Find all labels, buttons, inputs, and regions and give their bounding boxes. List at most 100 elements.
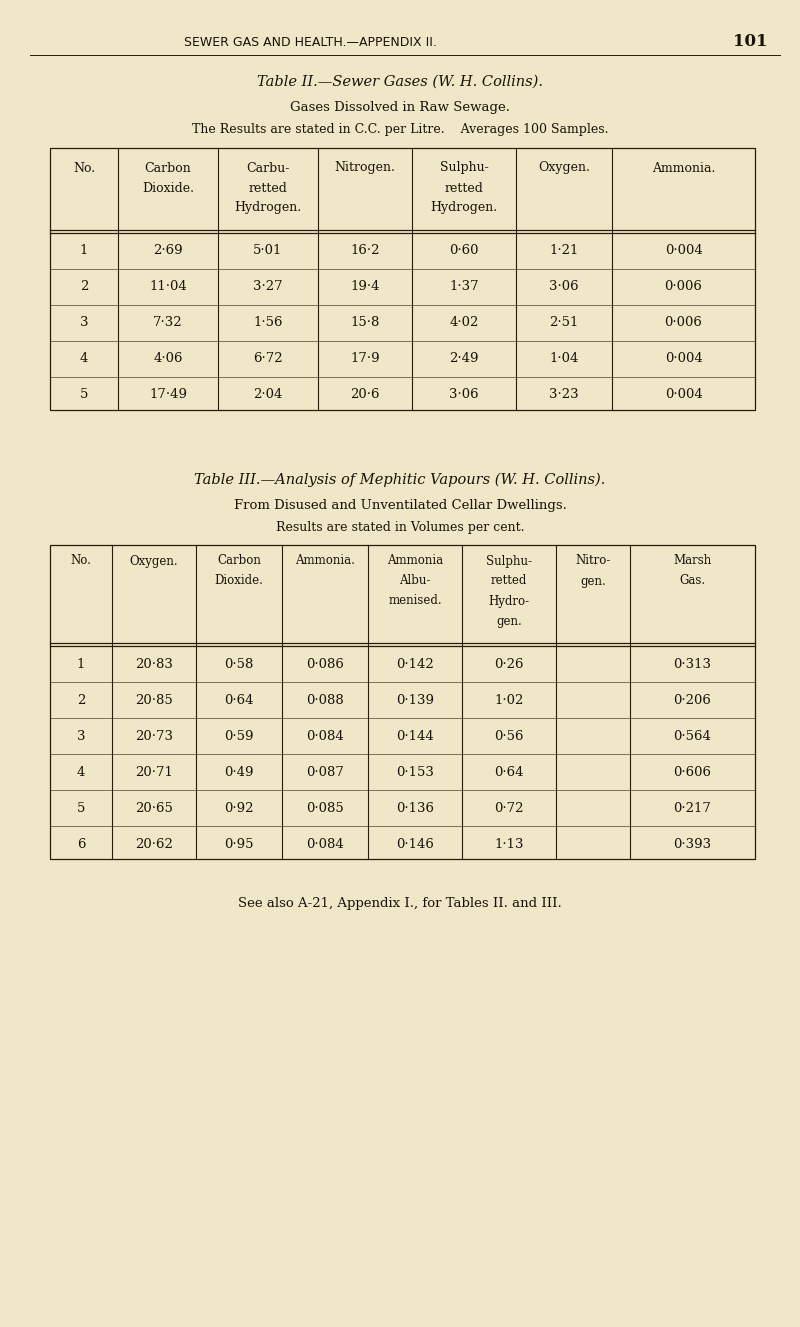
- Text: Hydrogen.: Hydrogen.: [234, 202, 302, 215]
- Text: 0·606: 0·606: [674, 766, 711, 779]
- Text: 0·217: 0·217: [674, 802, 711, 815]
- Text: 0·56: 0·56: [494, 730, 524, 743]
- Text: SEWER GAS AND HEALTH.—APPENDIX II.: SEWER GAS AND HEALTH.—APPENDIX II.: [183, 36, 437, 49]
- Text: 2·69: 2·69: [153, 244, 183, 257]
- Text: 1·02: 1·02: [494, 694, 524, 706]
- Text: Carbu-: Carbu-: [246, 162, 290, 174]
- Text: No.: No.: [73, 162, 95, 174]
- Text: Ammonia.: Ammonia.: [295, 555, 355, 568]
- Text: 7·32: 7·32: [153, 317, 183, 329]
- Text: Hydro-: Hydro-: [489, 594, 530, 608]
- Text: 19·4: 19·4: [350, 280, 380, 293]
- Text: 11·04: 11·04: [149, 280, 187, 293]
- Text: Nitro-: Nitro-: [575, 555, 610, 568]
- Text: 0·72: 0·72: [494, 802, 524, 815]
- Text: The Results are stated in C.C. per Litre.    Averages 100 Samples.: The Results are stated in C.C. per Litre…: [192, 123, 608, 137]
- Text: 4: 4: [80, 353, 88, 365]
- Text: 101: 101: [733, 33, 767, 50]
- Text: Gas.: Gas.: [679, 575, 706, 588]
- Text: 0·58: 0·58: [224, 657, 254, 670]
- Text: Marsh: Marsh: [674, 555, 712, 568]
- Bar: [50, 545, 755, 859]
- Text: 2·04: 2·04: [254, 389, 282, 402]
- Text: 0·084: 0·084: [306, 837, 344, 851]
- Text: 0·60: 0·60: [450, 244, 478, 257]
- Text: 17·49: 17·49: [149, 389, 187, 402]
- Text: 0·142: 0·142: [396, 657, 434, 670]
- Text: Oxygen.: Oxygen.: [538, 162, 590, 174]
- Text: 5·01: 5·01: [254, 244, 282, 257]
- Text: 0·086: 0·086: [306, 657, 344, 670]
- Text: Ammonia.: Ammonia.: [652, 162, 715, 174]
- Text: 0·206: 0·206: [674, 694, 711, 706]
- Text: 1·21: 1·21: [550, 244, 578, 257]
- Text: 1·13: 1·13: [494, 837, 524, 851]
- Text: Carbon: Carbon: [145, 162, 191, 174]
- Text: Table II.—Sewer Gases (W. H. Collins).: Table II.—Sewer Gases (W. H. Collins).: [257, 76, 543, 89]
- Text: Ammonia: Ammonia: [387, 555, 443, 568]
- Text: retted: retted: [249, 182, 287, 195]
- Text: 20·85: 20·85: [135, 694, 173, 706]
- Text: 6·72: 6·72: [253, 353, 283, 365]
- Text: 0·59: 0·59: [224, 730, 254, 743]
- Text: Results are stated in Volumes per cent.: Results are stated in Volumes per cent.: [276, 520, 524, 533]
- Text: 0·153: 0·153: [396, 766, 434, 779]
- Text: 0·004: 0·004: [665, 353, 702, 365]
- Text: 0·564: 0·564: [674, 730, 711, 743]
- Text: 4·02: 4·02: [450, 317, 478, 329]
- Text: 20·62: 20·62: [135, 837, 173, 851]
- Text: 3·27: 3·27: [253, 280, 283, 293]
- Text: menised.: menised.: [388, 594, 442, 608]
- Text: See also A-21, Appendix I., for Tables II. and III.: See also A-21, Appendix I., for Tables I…: [238, 897, 562, 910]
- Text: 2: 2: [77, 694, 85, 706]
- Text: 0·139: 0·139: [396, 694, 434, 706]
- Text: Dioxide.: Dioxide.: [214, 575, 263, 588]
- Text: From Disused and Unventilated Cellar Dwellings.: From Disused and Unventilated Cellar Dwe…: [234, 499, 566, 511]
- Text: 0·088: 0·088: [306, 694, 344, 706]
- Text: 0·136: 0·136: [396, 802, 434, 815]
- Text: 5: 5: [77, 802, 85, 815]
- Text: 1·37: 1·37: [449, 280, 479, 293]
- Text: Sulphu-: Sulphu-: [440, 162, 488, 174]
- Text: 3·23: 3·23: [549, 389, 579, 402]
- Text: 3·06: 3·06: [449, 389, 479, 402]
- Text: 2·49: 2·49: [450, 353, 478, 365]
- Text: Table III.—Analysis of Mephitic Vapours (W. H. Collins).: Table III.—Analysis of Mephitic Vapours …: [194, 472, 606, 487]
- Text: Hydrogen.: Hydrogen.: [430, 202, 498, 215]
- Text: 20·65: 20·65: [135, 802, 173, 815]
- Text: 1·56: 1·56: [254, 317, 282, 329]
- Text: 3: 3: [77, 730, 86, 743]
- Text: 15·8: 15·8: [350, 317, 380, 329]
- Text: Oxygen.: Oxygen.: [130, 555, 178, 568]
- Text: 0·006: 0·006: [665, 280, 702, 293]
- Text: 20·6: 20·6: [350, 389, 380, 402]
- Text: 0·144: 0·144: [396, 730, 434, 743]
- Text: 0·004: 0·004: [665, 244, 702, 257]
- Text: 20·71: 20·71: [135, 766, 173, 779]
- Text: Albu-: Albu-: [399, 575, 430, 588]
- Text: 0·004: 0·004: [665, 389, 702, 402]
- Text: gen.: gen.: [496, 614, 522, 628]
- Text: 0·087: 0·087: [306, 766, 344, 779]
- Text: 1·04: 1·04: [550, 353, 578, 365]
- Text: 0·92: 0·92: [224, 802, 254, 815]
- Text: 0·085: 0·085: [306, 802, 344, 815]
- Text: gen.: gen.: [580, 575, 606, 588]
- Text: Nitrogen.: Nitrogen.: [334, 162, 395, 174]
- Text: 0·084: 0·084: [306, 730, 344, 743]
- Text: 1: 1: [80, 244, 88, 257]
- Text: 20·83: 20·83: [135, 657, 173, 670]
- Text: retted: retted: [491, 575, 527, 588]
- Text: 1: 1: [77, 657, 85, 670]
- Text: 5: 5: [80, 389, 88, 402]
- Text: 0·64: 0·64: [494, 766, 524, 779]
- Text: 2: 2: [80, 280, 88, 293]
- Text: 0·313: 0·313: [674, 657, 711, 670]
- Text: 0·49: 0·49: [224, 766, 254, 779]
- Text: Carbon: Carbon: [217, 555, 261, 568]
- Text: 2·51: 2·51: [550, 317, 578, 329]
- Text: 4: 4: [77, 766, 85, 779]
- Text: 0·006: 0·006: [665, 317, 702, 329]
- Text: 16·2: 16·2: [350, 244, 380, 257]
- Text: Sulphu-: Sulphu-: [486, 555, 532, 568]
